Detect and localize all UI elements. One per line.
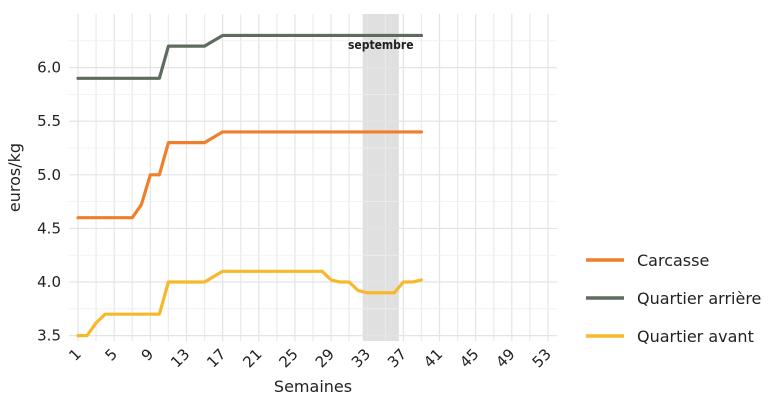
y-tick-label: 4.5	[37, 219, 61, 237]
x-tick-label: 33	[348, 345, 374, 371]
y-axis-ticks: 3.5 4.0 4.5 5.0 5.5 6.0	[37, 59, 61, 345]
x-tick-label: 25	[276, 345, 302, 371]
x-tick-label: 53	[529, 345, 555, 371]
x-tick-label: 41	[420, 345, 446, 371]
highlight-label: septembre	[348, 38, 414, 52]
x-tick-label: 1	[65, 345, 84, 364]
x-axis-ticks: 1 5 9 13 17 21 25 29 33 37 41 45 49 53	[65, 345, 554, 371]
x-tick-label: 45	[456, 345, 482, 371]
legend: Carcasse Quartier arrière Quartier avant	[586, 251, 761, 346]
legend-label: Carcasse	[637, 251, 709, 270]
x-tick-label: 29	[312, 345, 338, 371]
series-line-0	[76, 130, 424, 220]
x-axis-title: Semaines	[274, 377, 352, 396]
series-line-1	[76, 33, 424, 80]
y-axis-title: euros/kg	[5, 143, 24, 212]
series-lines	[76, 33, 424, 338]
x-tick-label: 37	[384, 345, 410, 371]
series-line-2	[76, 269, 424, 338]
legend-label: Quartier avant	[637, 327, 754, 346]
annotations: septembre	[348, 38, 414, 52]
x-tick-label: 9	[138, 345, 157, 364]
gridlines	[69, 14, 557, 341]
y-tick-label: 4.0	[37, 273, 61, 291]
y-tick-label: 6.0	[37, 59, 61, 77]
x-tick-label: 49	[492, 345, 518, 371]
y-tick-label: 5.5	[37, 112, 61, 130]
highlight-band-layer	[362, 14, 399, 341]
x-tick-label: 21	[239, 345, 265, 371]
x-tick-label: 13	[167, 345, 193, 371]
legend-label: Quartier arrière	[637, 289, 761, 308]
x-tick-label: 17	[203, 345, 229, 371]
x-tick-label: 5	[102, 345, 121, 364]
y-tick-label: 5.0	[37, 166, 61, 184]
axis-titles: Semaines euros/kg	[5, 143, 352, 396]
y-tick-label: 3.5	[37, 327, 61, 345]
highlight-band	[362, 14, 399, 341]
